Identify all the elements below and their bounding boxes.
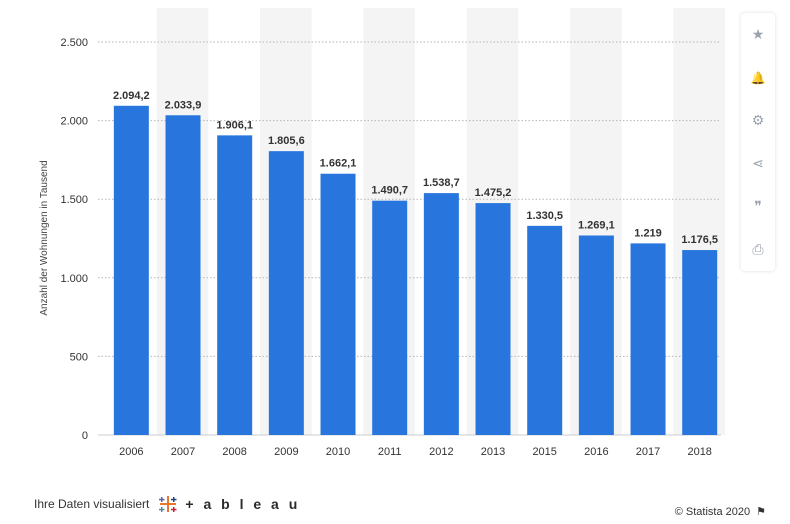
bar[interactable] — [423, 193, 459, 435]
notification-button[interactable]: 🔔 — [741, 56, 775, 99]
bar-value-label: 1.490,7 — [371, 185, 408, 197]
bar-value-label: 1.330,5 — [526, 210, 563, 222]
print-icon: ⎙ — [752, 241, 764, 257]
x-tick-label: 2007 — [171, 446, 195, 458]
bell-icon: 🔔 — [750, 70, 766, 85]
y-tick-label: 1.500 — [60, 194, 88, 206]
bar-value-label: 2.094,2 — [113, 90, 150, 102]
bar[interactable] — [217, 135, 253, 435]
bar[interactable] — [372, 200, 408, 435]
tableau-credit[interactable]: Ihre Daten visualisiert + a b l e a u — [34, 493, 300, 515]
gear-icon: ⚙ — [751, 112, 765, 128]
tableau-logo: + a b l e a u — [157, 493, 300, 515]
star-icon: ★ — [751, 26, 765, 42]
settings-button[interactable]: ⚙ — [741, 99, 775, 142]
bar-value-label: 1.219 — [634, 227, 662, 239]
tableau-wordmark: + a b l e a u — [185, 496, 301, 512]
x-tick-label: 2013 — [481, 446, 505, 458]
print-button[interactable]: ⎙ — [741, 228, 775, 271]
y-tick-label: 0 — [82, 430, 88, 442]
statista-credit[interactable]: © Statista 2020 ⚑ — [674, 505, 766, 519]
x-tick-label: 2018 — [687, 446, 711, 458]
toolbar-sidebar: ★ 🔔 ⚙ ⋖ ❞ ⎙ — [741, 13, 775, 271]
y-tick-label: 2.000 — [60, 116, 88, 128]
x-tick-label: 2017 — [636, 446, 660, 458]
bar-value-label: 1.805,6 — [268, 135, 305, 147]
bar-value-label: 1.475,2 — [475, 187, 512, 199]
x-tick-label: 2016 — [584, 446, 608, 458]
bar-value-label: 1.662,1 — [320, 158, 357, 170]
copyright-text: © Statista 2020 — [674, 505, 751, 518]
x-tick-label: 2015 — [532, 446, 556, 458]
flag-icon: ⚑ — [756, 506, 766, 518]
y-axis-title: Anzahl der Wohnungen in Tausend — [39, 160, 50, 315]
bar-value-label: 1.906,1 — [216, 119, 253, 131]
favorite-button[interactable]: ★ — [741, 13, 775, 56]
x-tick-label: 2012 — [429, 446, 453, 458]
quote-icon: ❞ — [754, 198, 762, 214]
share-icon: ⋖ — [752, 155, 764, 171]
bar[interactable] — [630, 243, 666, 435]
share-button[interactable]: ⋖ — [741, 142, 775, 185]
bar[interactable] — [268, 151, 304, 436]
bar-value-label: 1.269,1 — [578, 219, 615, 231]
bar[interactable] — [682, 250, 718, 435]
bar[interactable] — [165, 115, 201, 435]
x-tick-label: 2006 — [119, 446, 143, 458]
bar[interactable] — [475, 203, 511, 435]
visualized-by-text: Ihre Daten visualisiert — [34, 497, 150, 511]
y-tick-label: 2.500 — [60, 37, 88, 49]
x-tick-label: 2008 — [222, 446, 246, 458]
x-tick-label: 2009 — [274, 446, 298, 458]
y-tick-label: 1.000 — [60, 273, 88, 285]
tableau-cross-icon — [159, 496, 177, 512]
x-tick-label: 2010 — [326, 446, 350, 458]
bar[interactable] — [527, 225, 563, 435]
bar[interactable] — [113, 105, 149, 436]
y-tick-label: 500 — [70, 351, 88, 363]
x-tick-label: 2011 — [378, 446, 402, 458]
bar[interactable] — [320, 173, 356, 435]
bar-value-label: 2.033,9 — [165, 99, 202, 111]
cite-button[interactable]: ❞ — [741, 185, 775, 228]
bar-value-label: 1.538,7 — [423, 177, 460, 189]
bar-value-label: 1.176,5 — [681, 234, 718, 246]
bar[interactable] — [578, 235, 614, 435]
